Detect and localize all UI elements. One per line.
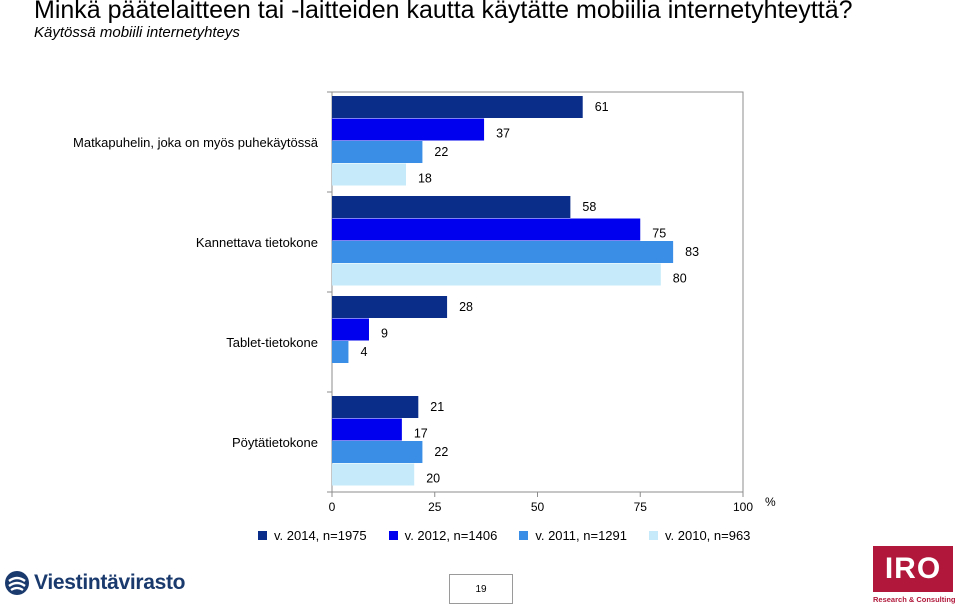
data-label: 80 [673,272,687,286]
bar [332,341,349,363]
x-tick-label: 75 [634,500,648,514]
iro-logo: IRO Research & Consulting [873,546,957,608]
bar [332,318,369,341]
category-label: Pöytätietokone [232,435,318,450]
x-tick-label: 100 [733,500,753,514]
slide-title: Minkä päätelaitteen tai -laitteiden kaut… [34,0,853,24]
category-label: Kannettava tietokone [196,235,318,250]
data-label: 9 [381,327,388,341]
data-label: 58 [582,200,596,214]
bar [332,196,571,218]
legend-swatch [388,531,398,540]
legend-item: v. 2014, n=1975 [258,528,367,543]
data-label: 17 [414,427,428,441]
data-label: 37 [496,127,510,141]
bar [332,96,583,118]
legend-item: v. 2010, n=963 [649,528,750,543]
data-label: 4 [360,345,367,359]
iro-logo-mark: IRO [873,546,953,592]
data-label: 18 [418,172,432,186]
data-label: 20 [426,472,440,486]
bar [332,418,402,441]
x-tick-label: 50 [531,500,545,514]
bar [332,441,423,463]
viestintavirasto-emblem-icon [5,571,29,595]
bar [332,396,419,418]
data-label: 83 [685,245,699,259]
viestintavirasto-logo: Viestintävirasto [4,570,186,596]
legend-label: v. 2010, n=963 [665,528,751,543]
bar [332,218,641,241]
legend-label: v. 2014, n=1975 [274,528,367,543]
data-label: 21 [430,400,444,414]
data-label: 75 [652,227,666,241]
legend-label: v. 2012, n=1406 [404,528,498,543]
category-label: Tablet-tietokone [226,335,318,350]
data-label: 28 [459,300,473,314]
chart-legend: v. 2014, n=1975 v. 2012, n=1406 v. 2011, n… [258,528,772,543]
bar [332,141,423,163]
x-tick-label: 0 [329,500,336,514]
page-number: 19 [449,574,513,604]
data-label: 22 [434,445,448,459]
bar [332,263,661,286]
x-tick-label: 25 [428,500,442,514]
bar [332,296,448,318]
bar [332,118,485,141]
legend-swatch [258,531,267,540]
data-label: 22 [434,145,448,159]
bar [332,463,415,486]
slide-subtitle: Käytössä mobiili internetyhteys [34,24,240,41]
legend-swatch [519,531,529,540]
bar [332,241,674,263]
legend-swatch [649,531,658,540]
legend-item: v. 2011, n=1291 [519,528,627,543]
viestintavirasto-logo-text: Viestintävirasto [34,571,186,594]
bar [332,163,406,186]
legend-label: v. 2011, n=1291 [535,528,627,543]
x-axis-label: % [765,495,776,509]
category-label: Matkapuhelin, joka on myös puhekäytössä [73,135,319,150]
data-label: 61 [595,100,609,114]
iro-logo-tagline: Research & Consulting [873,595,956,604]
legend-item: v. 2012, n=1406 [388,528,498,543]
